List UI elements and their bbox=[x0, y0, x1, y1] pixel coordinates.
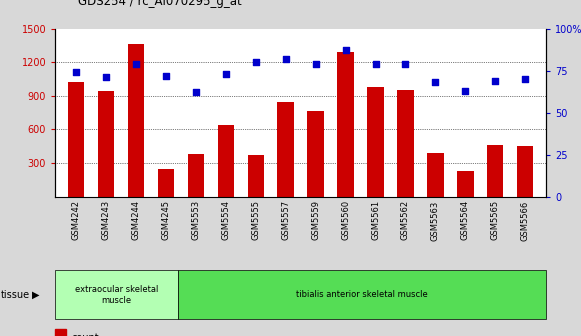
Text: tibialis anterior skeletal muscle: tibialis anterior skeletal muscle bbox=[296, 290, 428, 299]
Text: GSM4243: GSM4243 bbox=[102, 200, 110, 240]
Point bbox=[281, 56, 290, 61]
Text: GSM5555: GSM5555 bbox=[251, 200, 260, 240]
Bar bbox=[55, 329, 66, 336]
Point bbox=[191, 90, 200, 95]
Bar bbox=[98, 91, 114, 197]
Bar bbox=[457, 171, 474, 197]
Text: GSM5560: GSM5560 bbox=[341, 200, 350, 240]
Bar bbox=[487, 145, 504, 197]
Point bbox=[431, 80, 440, 85]
Text: GSM4244: GSM4244 bbox=[131, 200, 141, 240]
Text: count: count bbox=[71, 333, 99, 336]
Bar bbox=[68, 82, 84, 197]
Text: GSM5564: GSM5564 bbox=[461, 200, 470, 240]
Text: tissue: tissue bbox=[1, 290, 30, 300]
Text: extraocular skeletal
muscle: extraocular skeletal muscle bbox=[75, 285, 158, 304]
Point bbox=[251, 59, 260, 65]
Text: GSM5559: GSM5559 bbox=[311, 200, 320, 240]
Point bbox=[102, 75, 111, 80]
Bar bbox=[188, 154, 204, 197]
Text: GSM5554: GSM5554 bbox=[221, 200, 230, 240]
Bar bbox=[157, 169, 174, 197]
Text: GSM5561: GSM5561 bbox=[371, 200, 380, 240]
Bar bbox=[427, 153, 444, 197]
Text: GSM4245: GSM4245 bbox=[162, 200, 170, 240]
Point bbox=[131, 61, 141, 67]
Point bbox=[221, 71, 231, 77]
Bar bbox=[55, 270, 178, 319]
Point bbox=[71, 70, 81, 75]
Point bbox=[490, 78, 500, 83]
Point bbox=[401, 61, 410, 67]
Text: GSM5553: GSM5553 bbox=[191, 200, 200, 240]
Text: GSM5566: GSM5566 bbox=[521, 200, 530, 241]
Text: GSM5562: GSM5562 bbox=[401, 200, 410, 240]
Bar bbox=[278, 102, 294, 197]
Bar bbox=[367, 87, 383, 197]
Point bbox=[461, 88, 470, 93]
Bar bbox=[397, 90, 414, 197]
Point bbox=[311, 61, 320, 67]
Text: ▶: ▶ bbox=[32, 290, 40, 300]
Bar bbox=[218, 125, 234, 197]
Bar bbox=[517, 146, 533, 197]
Text: GSM5565: GSM5565 bbox=[491, 200, 500, 240]
Text: GDS254 / rc_AI070295_g_at: GDS254 / rc_AI070295_g_at bbox=[78, 0, 242, 8]
Bar bbox=[338, 52, 354, 197]
Bar bbox=[178, 270, 546, 319]
Text: GSM5563: GSM5563 bbox=[431, 200, 440, 241]
Bar bbox=[307, 112, 324, 197]
Point bbox=[521, 76, 530, 82]
Point bbox=[371, 61, 380, 67]
Text: GSM5557: GSM5557 bbox=[281, 200, 290, 240]
Bar bbox=[248, 155, 264, 197]
Text: GSM4242: GSM4242 bbox=[71, 200, 81, 240]
Bar bbox=[128, 44, 144, 197]
Point bbox=[341, 48, 350, 53]
Point bbox=[162, 73, 171, 78]
